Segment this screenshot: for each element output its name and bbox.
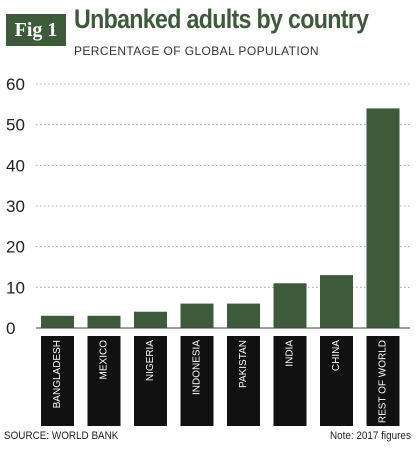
category-label: CHINA: [331, 340, 342, 371]
category-label-box: [134, 336, 167, 426]
y-tick-label: 30: [6, 197, 25, 216]
bar: [227, 303, 260, 328]
bars: [41, 108, 400, 329]
chart-subtitle: PERCENTAGE OF GLOBAL POPULATION: [74, 44, 319, 58]
category-label: NIGERIA: [145, 340, 156, 381]
bar: [366, 108, 400, 329]
source-note: SOURCE: WORLD BANK: [4, 430, 119, 442]
category-label-box: [273, 336, 307, 426]
bar: [320, 275, 353, 328]
bar: [41, 315, 74, 328]
figure-badge: Fig 1: [6, 14, 66, 46]
category-label-box: [180, 336, 214, 426]
category-label-box: [366, 336, 400, 426]
category-label-box: [227, 336, 260, 426]
y-axis: 0 10 20 30 40 50 60: [6, 75, 410, 338]
category-label: BANGLADESH: [52, 340, 63, 408]
y-tick-label: 0: [6, 319, 15, 338]
category-label: PAKISTAN: [238, 340, 249, 388]
category-label-box: [41, 336, 74, 426]
chart-title: Unbanked adults by country: [74, 4, 369, 34]
gridlines: [36, 83, 410, 288]
category-label-box: [320, 336, 353, 426]
bar: [180, 303, 214, 328]
bar: [273, 283, 307, 328]
bar: [87, 315, 121, 328]
category-label: MEXICO: [99, 340, 110, 380]
y-tick-label: 50: [6, 116, 25, 135]
figure-note: Note: 2017 figures: [330, 430, 411, 442]
y-tick-label: 10: [6, 278, 25, 297]
category-label-box: [87, 336, 121, 426]
y-tick-label: 60: [6, 75, 25, 94]
bar: [134, 311, 167, 328]
category-label: REST OF WORLD: [378, 340, 389, 423]
y-tick-label: 20: [6, 238, 25, 257]
category-labels: BANGLADESH MEXICO NIGERIA INDONESIA PAKISTAN…: [41, 336, 400, 426]
category-label: INDONESIA: [192, 340, 203, 395]
category-label: INDIA: [285, 340, 296, 367]
y-tick-label: 40: [6, 156, 25, 175]
